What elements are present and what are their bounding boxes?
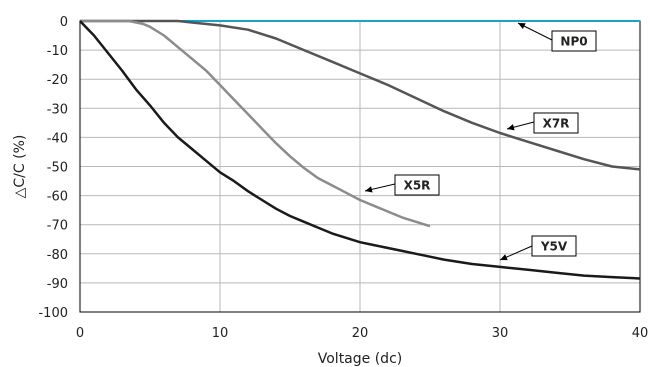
callout-arrowhead-x5r (365, 186, 373, 193)
x-tick-label: 40 (632, 326, 649, 341)
y-tick-label: -60 (47, 190, 68, 205)
callout-box-x7r (533, 112, 579, 134)
y-tick-label: -100 (38, 306, 68, 321)
callout-box-y5v (531, 235, 577, 257)
x-tick-label: 0 (76, 326, 84, 341)
series-line-x7r (80, 19, 641, 171)
y-tick-label: -90 (47, 277, 68, 292)
x-axis-label: Voltage (dc) (318, 351, 402, 367)
y-axis-label: △C/C (%) (12, 135, 28, 199)
callout-arrowhead-x7r (507, 124, 515, 131)
callout-arrowhead-np0 (518, 23, 526, 29)
grid (79, 20, 641, 313)
x-tick-label: 20 (352, 326, 369, 341)
callout-label-np0: NP0 (560, 35, 587, 49)
callout-box-np0 (551, 30, 597, 52)
series-line-y5v (79, 20, 641, 280)
x-tick-labels: 0 10 20 30 40 (76, 326, 648, 341)
callout-label-y5v: Y5V (540, 240, 568, 254)
y-tick-label: -70 (47, 219, 68, 234)
y-tick-label: -40 (47, 131, 68, 146)
callout-box-x5r (394, 174, 440, 196)
y-tick-label: -20 (47, 73, 68, 88)
x-tick-label: 30 (492, 326, 509, 341)
y-tick-label: -50 (47, 161, 68, 176)
callout-label-x7r: X7R (543, 117, 570, 131)
y-tick-label: -30 (47, 102, 68, 117)
callout-arrowhead-y5v (500, 254, 508, 261)
y-tick-label: -80 (47, 248, 68, 263)
y-tick-labels: 0 -10 -20 -30 -40 -50 -60 -70 -80 -90 -100 (38, 15, 68, 321)
y-tick-label: -10 (47, 44, 68, 59)
y-tick-label: 0 (60, 15, 68, 30)
callout-label-x5r: X5R (404, 179, 431, 193)
x-tick-label: 10 (212, 326, 229, 341)
callouts: NP0 X7R X5R Y5V (364, 22, 597, 261)
series-line-x5r (80, 19, 431, 228)
series (79, 19, 641, 280)
